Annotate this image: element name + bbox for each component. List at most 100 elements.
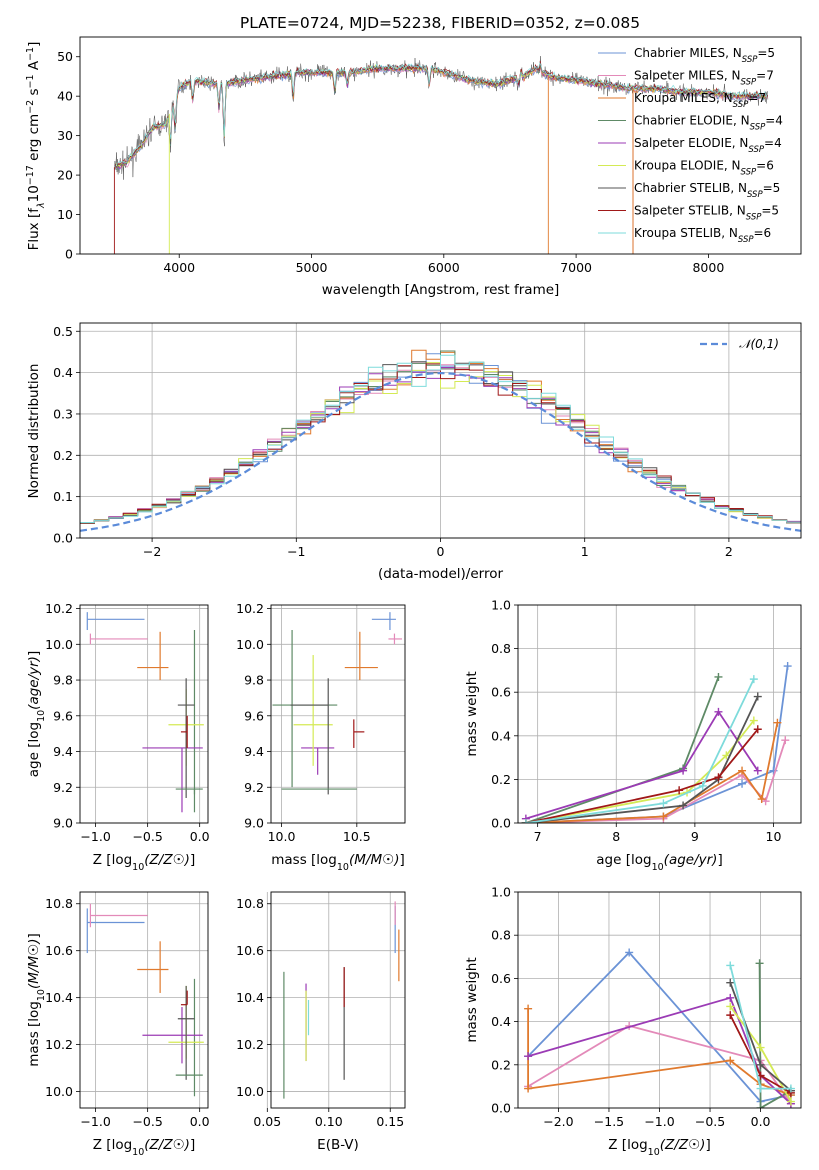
data-point-errorbar: [142, 1007, 203, 1064]
x-tick-label: 10.5: [343, 829, 371, 844]
data-point-errorbar: [293, 655, 333, 766]
y-tick-label: 1.0: [491, 885, 511, 900]
y-tick-label: 9.0: [244, 816, 264, 831]
mass-weight-line: [525, 710, 759, 820]
legend-entry-label: Salpeter STELIB, NSSP=5: [634, 204, 779, 223]
mass-weight-marker: [738, 766, 747, 775]
axes-frame: [79, 604, 209, 824]
y-tick-label: 10.4: [45, 990, 73, 1005]
y-tick-label: 40: [57, 89, 73, 104]
y-tick-label: 0.0: [491, 816, 511, 831]
y-tick-label: 0.8: [491, 641, 511, 656]
mass-weight-marker: [773, 718, 782, 727]
y-tick-label: 9.6: [53, 708, 73, 723]
y-tick-label: 0.0: [491, 1101, 511, 1116]
axes-frame: [517, 604, 802, 824]
weight_vs_Z-axes: −2.0 −1.5 −1.0 −0.5 0.0 0.0 0.2 0.4 0.6 0.8 1.0 Z […: [464, 885, 802, 1158]
spectrum-plot-area: [113, 56, 769, 254]
x-axis-label: Z [log10(Z/Z☉)]: [608, 1137, 710, 1158]
x-tick-label: −0.5: [132, 829, 162, 844]
y-axis-label: age [log10(age/yr)]: [26, 651, 47, 777]
mass-weight-marker: [726, 1011, 735, 1020]
data-point-errorbar: [137, 631, 169, 681]
spectrum-legend: Chabrier MILES, NSSP=5 Salpeter MILES, NS…: [598, 46, 783, 245]
legend-entry-label: 𝒩(0,1): [739, 337, 779, 351]
y-tick-label: 9.0: [53, 816, 73, 831]
y-tick-label: 0.2: [53, 448, 73, 463]
axes-frame: [79, 891, 209, 1109]
legend-entry-label: Salpeter MILES, NSSP=7: [634, 69, 774, 88]
x-tick-label: 7000: [560, 260, 592, 275]
mass-weight-marker: [524, 1052, 533, 1061]
mass-weight-marker: [783, 662, 792, 671]
y-tick-label: 10.0: [236, 1084, 264, 1099]
y-tick-label: 9.2: [53, 780, 73, 795]
x-tick-label: −2: [143, 544, 161, 559]
mass_vs_ebv-plot-area: [283, 901, 400, 1099]
mass-weight-marker: [726, 1056, 735, 1065]
mass-weight-marker: [726, 961, 735, 970]
y-axis-label: mass weight: [464, 671, 480, 756]
mass-weight-marker: [753, 692, 762, 701]
mass-weight-marker: [749, 716, 758, 725]
data-point-errorbar: [344, 631, 378, 681]
mass-weight-line: [527, 951, 792, 1103]
mass-weight-marker: [786, 1097, 795, 1106]
data-point-errorbar: [180, 715, 188, 748]
mass-weight-marker: [726, 993, 735, 1002]
mass-weight-line: [758, 963, 792, 1108]
x-tick-label: 7: [534, 829, 542, 844]
y-tick-label: 9.8: [53, 673, 73, 688]
axes-frame: [517, 891, 802, 1109]
x-tick-label: 0.0: [190, 1114, 210, 1129]
x-tick-label: 6000: [428, 260, 460, 275]
x-axis-label: (data-model)/error: [378, 566, 504, 582]
mass-weight-line: [527, 1024, 792, 1105]
mass_vs_ebv-axes: 0.05 0.10 0.15 10.0 10.2 10.4 10.6 10.8 E(B-V): [236, 891, 406, 1153]
x-tick-label: 0.10: [315, 1114, 343, 1129]
y-tick-label: 0.4: [53, 365, 73, 380]
data-point-errorbar: [89, 903, 148, 928]
mass-weight-marker: [524, 1084, 533, 1093]
y-axis-label: Normed distribution: [26, 364, 42, 499]
x-axis-label: Z [log10(Z/Z☉)]: [93, 852, 195, 873]
data-point-errorbar: [89, 633, 148, 645]
y-tick-label: 0.4: [491, 1014, 511, 1029]
mass-weight-line: [527, 996, 792, 1105]
x-tick-label: 0.0: [751, 1114, 771, 1129]
legend-entry-label: Chabrier ELODIE, NSSP=4: [634, 114, 783, 133]
mass-weight-marker: [781, 736, 790, 745]
age_vs_Z-plot-area: [86, 612, 204, 813]
mass-weight-marker: [714, 672, 723, 681]
normal-reference-curve: [80, 371, 801, 532]
mass-weight-marker: [756, 1043, 765, 1052]
data-point-errorbar: [180, 990, 188, 1006]
figure-title: PLATE=0724, MJD=52238, FIBERID=0352, z=0…: [240, 14, 640, 32]
y-tick-label: 9.4: [53, 744, 73, 759]
y-tick-label: 9.6: [244, 708, 264, 723]
y-tick-label: 0.2: [491, 772, 511, 787]
x-tick-label: 2: [725, 544, 733, 559]
y-tick-label: 10.2: [236, 601, 264, 616]
y-tick-label: 0.2: [491, 1057, 511, 1072]
y-tick-label: 20: [57, 168, 73, 183]
y-tick-label: 10.4: [236, 990, 264, 1005]
legend-entry-label: Kroupa STELIB, NSSP=6: [634, 226, 771, 245]
x-tick-label: −0.5: [132, 1114, 162, 1129]
y-tick-label: 0.4: [491, 728, 511, 743]
mass_vs_Z-plot-area: [86, 903, 204, 1097]
x-tick-label: 1: [581, 544, 589, 559]
x-tick-label: −1.0: [644, 1114, 674, 1129]
data-point-errorbar: [371, 612, 396, 631]
y-tick-label: 0.1: [53, 489, 73, 504]
x-tick-label: 10.0: [268, 829, 296, 844]
data-point-errorbar: [86, 908, 145, 954]
x-tick-label: 0.05: [253, 1114, 281, 1129]
x-tick-label: 8000: [692, 260, 724, 275]
residual_distribution-axes: −2 −1 0 1 2 0.0 0.1 0.2 0.3 0.4 0.5 𝒩(0,1) (data-mod…: [26, 322, 802, 582]
mass-weight-marker: [756, 1084, 765, 1093]
y-axis-label: Flux [fλ10−17 erg cm−2 s−1 A−1]: [25, 42, 47, 251]
x-tick-label: 0.0: [190, 829, 210, 844]
mass-weight-marker: [524, 1004, 533, 1013]
data-point-errorbar: [301, 747, 335, 775]
